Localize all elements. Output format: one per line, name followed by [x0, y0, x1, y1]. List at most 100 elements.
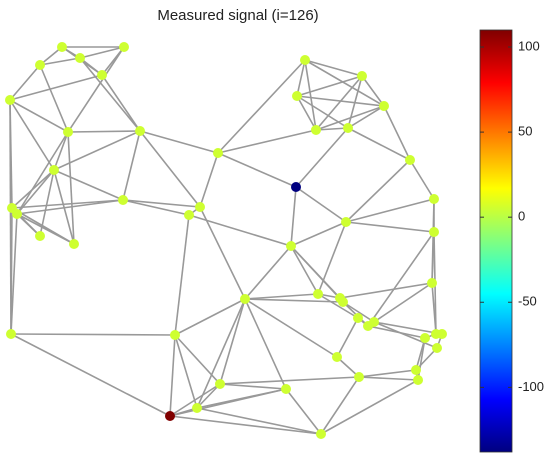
- edge: [336, 317, 359, 358]
- node: [135, 126, 145, 136]
- colorbar-tick-label: 50: [518, 124, 532, 139]
- edge: [345, 198, 435, 223]
- edge: [367, 231, 435, 327]
- node: [215, 379, 225, 389]
- edge: [217, 59, 306, 154]
- node: [429, 227, 439, 237]
- edge: [196, 298, 246, 409]
- edge: [53, 169, 124, 201]
- edge: [139, 130, 201, 208]
- edge: [342, 301, 375, 323]
- edge: [39, 64, 69, 133]
- edge: [188, 214, 292, 247]
- edge: [304, 59, 363, 77]
- edge: [16, 213, 75, 245]
- edge: [79, 57, 141, 132]
- node: [192, 403, 202, 413]
- edges: [9, 46, 443, 435]
- node: [369, 317, 379, 327]
- edge: [290, 186, 297, 247]
- edge: [53, 131, 69, 171]
- edge: [373, 282, 433, 323]
- edge: [415, 347, 438, 371]
- edge: [217, 152, 297, 188]
- node: [35, 231, 45, 241]
- edge: [169, 334, 176, 417]
- edge: [244, 298, 344, 303]
- edge: [304, 59, 385, 107]
- edge: [373, 321, 443, 335]
- edge: [290, 245, 319, 295]
- node: [184, 210, 194, 220]
- node: [338, 297, 348, 307]
- edge: [296, 95, 349, 129]
- node: [311, 125, 321, 135]
- node: [281, 384, 291, 394]
- edge: [315, 105, 385, 131]
- node: [429, 194, 439, 204]
- edge: [122, 199, 201, 208]
- edge: [122, 130, 141, 201]
- edge: [219, 376, 360, 385]
- node: [427, 278, 437, 288]
- node: [343, 123, 353, 133]
- edge: [296, 59, 306, 97]
- edge: [217, 129, 317, 154]
- edge: [101, 74, 141, 132]
- edge: [358, 369, 417, 378]
- colorbar-tick-label: 100: [518, 38, 540, 53]
- edge: [296, 75, 363, 97]
- node: [353, 313, 363, 323]
- node: [97, 70, 107, 80]
- edge: [199, 206, 246, 300]
- node: [240, 294, 250, 304]
- node: [170, 330, 180, 340]
- node: [213, 148, 223, 158]
- nodes: [5, 42, 447, 439]
- node: [119, 42, 129, 52]
- node: [291, 182, 301, 192]
- edge: [11, 169, 55, 209]
- node: [332, 352, 342, 362]
- node: [411, 365, 421, 375]
- node: [420, 333, 430, 343]
- node: [379, 101, 389, 111]
- edge: [320, 376, 360, 435]
- edge: [9, 74, 103, 101]
- edge: [345, 159, 411, 223]
- edge: [296, 95, 317, 131]
- edge: [304, 59, 317, 131]
- edge: [9, 99, 12, 335]
- colorbar-fill: [479, 29, 513, 453]
- edge: [67, 46, 125, 133]
- node: [63, 127, 73, 137]
- edge: [295, 127, 349, 188]
- node: [69, 239, 79, 249]
- node: [292, 91, 302, 101]
- edge: [244, 245, 292, 300]
- edge: [285, 388, 322, 435]
- node: [413, 375, 423, 385]
- edge: [361, 75, 385, 107]
- node: [12, 209, 22, 219]
- node: [354, 372, 364, 382]
- edge: [67, 130, 141, 133]
- edge: [139, 130, 219, 154]
- edge: [196, 383, 221, 409]
- edge: [174, 334, 198, 409]
- node: [75, 53, 85, 63]
- edge: [358, 376, 419, 381]
- edge: [290, 245, 344, 303]
- edge: [11, 199, 124, 209]
- edge: [315, 127, 349, 131]
- node: [437, 329, 447, 339]
- node: [432, 343, 442, 353]
- edge: [67, 131, 75, 245]
- edge: [347, 105, 385, 129]
- node: [57, 42, 67, 52]
- edge: [16, 199, 124, 215]
- node: [6, 329, 16, 339]
- node: [286, 241, 296, 251]
- edge: [174, 298, 246, 336]
